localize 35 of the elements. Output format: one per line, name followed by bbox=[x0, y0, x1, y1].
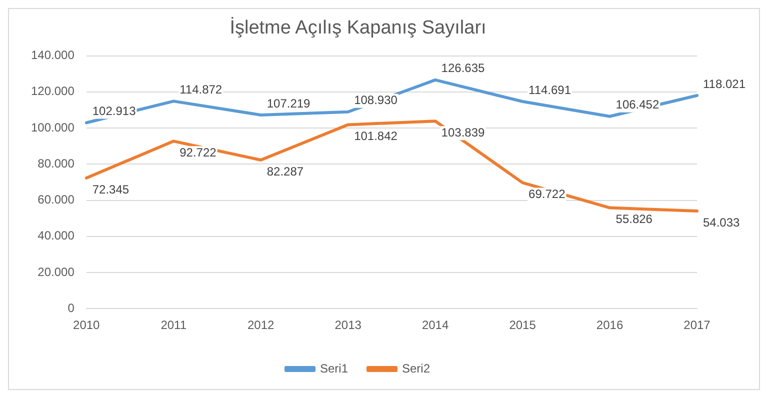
chart-title: İşletme Açılış Kapanış Sayıları bbox=[230, 16, 486, 39]
x-tick-label: 2014 bbox=[422, 318, 449, 332]
x-tick-label: 2010 bbox=[73, 318, 100, 332]
data-label: 118.021 bbox=[703, 76, 746, 91]
y-tick-label: 20.000 bbox=[38, 264, 75, 279]
x-tick-label: 2012 bbox=[247, 318, 275, 332]
x-tick-label: 2016 bbox=[596, 318, 624, 332]
legend-label: Seri1 bbox=[320, 361, 348, 376]
data-label: 101.842 bbox=[354, 129, 398, 144]
y-tick-label: 40.000 bbox=[38, 228, 75, 243]
x-tick-label: 2011 bbox=[160, 318, 187, 332]
x-tick-label: 2015 bbox=[509, 318, 536, 332]
data-label: 82.287 bbox=[266, 164, 304, 178]
data-label: 54.033 bbox=[703, 215, 740, 230]
data-label: 114.872 bbox=[180, 82, 222, 96]
x-tick-label: 2013 bbox=[334, 318, 362, 332]
data-label: 107.219 bbox=[266, 96, 311, 110]
y-tick-label: 120.000 bbox=[30, 84, 75, 98]
data-label: 103.839 bbox=[441, 125, 486, 140]
data-label: 108.930 bbox=[354, 93, 398, 108]
data-label: 92.722 bbox=[180, 145, 217, 160]
data-label: 114.691 bbox=[528, 82, 572, 97]
data-label: 72.345 bbox=[92, 182, 130, 196]
data-label: 55.826 bbox=[616, 212, 653, 226]
y-tick-label: 100.000 bbox=[30, 120, 75, 134]
data-label: 69.722 bbox=[528, 187, 566, 202]
y-tick-label: 60.000 bbox=[38, 192, 75, 207]
data-label: 102.913 bbox=[92, 104, 136, 118]
legend-label: Seri2 bbox=[402, 361, 430, 376]
y-tick-label: 140.000 bbox=[30, 48, 75, 62]
x-tick-label: 2017 bbox=[684, 318, 711, 332]
data-label: 106.452 bbox=[616, 98, 660, 112]
y-tick-label: 0 bbox=[68, 300, 75, 315]
data-label: 126.635 bbox=[441, 61, 486, 76]
y-tick-label: 80.000 bbox=[38, 156, 75, 170]
